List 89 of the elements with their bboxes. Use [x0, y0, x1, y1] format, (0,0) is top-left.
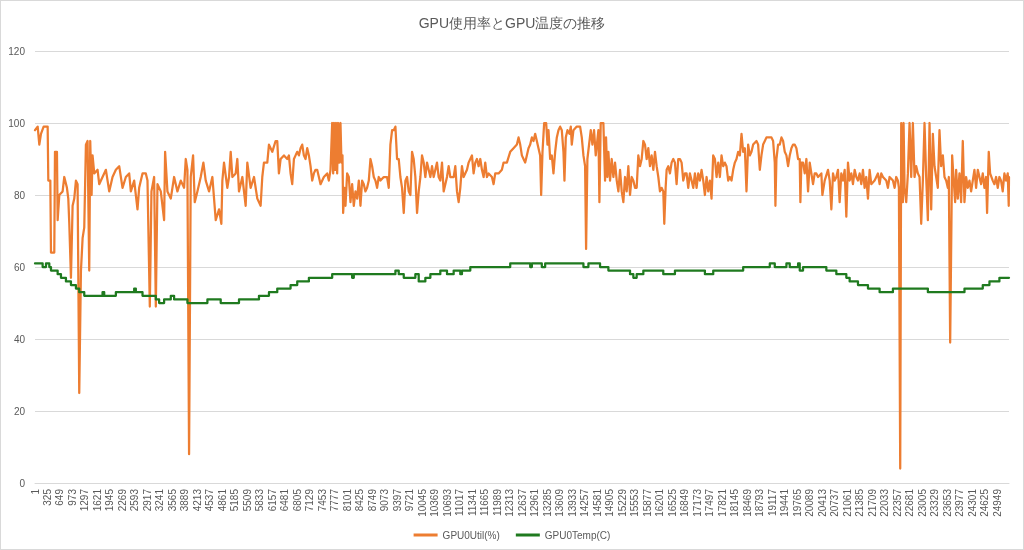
x-tick-label: 12637	[516, 488, 528, 517]
chart-title: GPU使用率とGPU温度の推移	[418, 15, 606, 31]
x-tick-label: 7453	[316, 488, 328, 512]
x-tick-label: 13933	[566, 488, 578, 517]
x-tick-label: 1297	[79, 488, 91, 512]
x-tick-label: 14581	[591, 488, 603, 517]
x-tick-label: 11989	[491, 488, 503, 517]
x-tick-label: 4861	[216, 488, 228, 512]
line-series	[33, 121, 1011, 470]
x-tick-label: 10045	[416, 488, 428, 517]
y-tick-label: 120	[8, 45, 26, 57]
x-tick-label: 23977	[954, 488, 966, 517]
x-tick-label: 24301	[966, 488, 978, 517]
x-tick-label: 17497	[704, 488, 716, 517]
y-tick-label: 60	[13, 261, 26, 273]
x-tick-label: 17821	[716, 488, 728, 517]
x-tick-label: 3889	[179, 488, 191, 512]
x-tick-label: 4537	[204, 488, 216, 512]
x-tick-label: 21061	[841, 488, 853, 517]
x-tick-label: 13285	[541, 488, 553, 517]
x-tick-label: 8101	[341, 488, 353, 512]
x-tick-label: 22357	[891, 488, 903, 517]
x-tick-label: 649	[54, 488, 66, 506]
x-tick-label: 1945	[104, 488, 116, 512]
x-tick-label: 21709	[866, 488, 878, 517]
x-tick-label: 5833	[254, 488, 266, 512]
x-tick-label: 18793	[754, 488, 766, 517]
x-tick-label: 6481	[279, 488, 291, 512]
x-tick-label: 9397	[391, 488, 403, 512]
x-tick-label: 23005	[916, 488, 928, 517]
x-tick-label: 3565	[166, 488, 178, 512]
x-tick-label: 19117	[766, 488, 778, 517]
x-tick-label: 20089	[804, 488, 816, 517]
x-tick-label: 12961	[529, 488, 541, 517]
x-tick-label: 23329	[929, 488, 941, 517]
x-tick-label: 15553	[629, 488, 641, 517]
x-tick-label: 973	[67, 488, 78, 506]
x-tick-label: 20737	[829, 488, 841, 517]
x-tick-label: 1621	[91, 488, 103, 512]
x-tick-label: 23653	[941, 488, 953, 517]
y-tick-label: 80	[13, 189, 26, 201]
x-tick-label: 2917	[141, 488, 153, 512]
x-tick-label: 10693	[441, 488, 453, 517]
x-tick-label: 11017	[454, 488, 466, 517]
x-tick-label: 2593	[129, 488, 141, 512]
y-tick-label: 100	[8, 117, 26, 129]
x-tick-label: 325	[42, 488, 53, 506]
x-tick-label: 7129	[304, 488, 316, 512]
x-tick-label: 19441	[779, 488, 791, 517]
x-tick-label: 19765	[791, 488, 803, 517]
x-tick-label: 2269	[116, 488, 128, 512]
x-tick-label: 18469	[741, 488, 753, 517]
x-tick-label: 14905	[604, 488, 616, 517]
x-tick-label: 21385	[854, 488, 866, 517]
x-tick-label: 17173	[691, 488, 703, 517]
x-tick-label: 9073	[379, 488, 391, 512]
x-tick-label: 5185	[229, 488, 241, 512]
x-tick-label: 22681	[904, 488, 916, 517]
x-tick-label: 6157	[266, 488, 278, 512]
x-tick-label: 22033	[879, 488, 891, 517]
y-tick-label: 0	[19, 477, 26, 489]
legend-label: GPU0Temp(C)	[544, 529, 611, 541]
x-tick-label: 7777	[329, 488, 341, 512]
x-tick-label: 16849	[679, 488, 691, 517]
x-tick-label: 24949	[991, 488, 1003, 517]
x-tick-label: 16525	[666, 488, 678, 517]
x-tick-label: 5509	[241, 488, 253, 512]
x-tick-label: 12313	[504, 488, 516, 517]
x-tick-label: 4213	[191, 488, 203, 512]
x-tick-label: 11341	[466, 488, 478, 517]
x-tick-label: 14257	[579, 488, 591, 517]
x-tick-label: 15229	[616, 488, 628, 517]
x-tick-label: 16201	[654, 488, 666, 517]
x-tick-label: 24625	[979, 488, 991, 517]
y-tick-label: 20	[13, 405, 26, 417]
y-tick-label: 40	[13, 333, 26, 345]
x-tick-label: 20413	[816, 488, 828, 517]
x-tick-label: 10369	[429, 488, 441, 517]
x-tick-label: 11665	[479, 488, 491, 517]
x-tick-label: 18145	[729, 488, 741, 517]
x-tick-label: 8749	[366, 488, 378, 512]
x-tick-label: 13609	[554, 488, 566, 517]
legend-label: GPU0Util(%)	[442, 529, 500, 541]
x-tick-label: 1	[29, 488, 41, 495]
x-tick-label: 8425	[354, 488, 366, 512]
x-tick-label: 3241	[154, 488, 166, 512]
x-tick-label: 15877	[641, 488, 653, 517]
x-tick-label: 6805	[291, 488, 303, 512]
x-tick-label: 9721	[404, 488, 416, 512]
